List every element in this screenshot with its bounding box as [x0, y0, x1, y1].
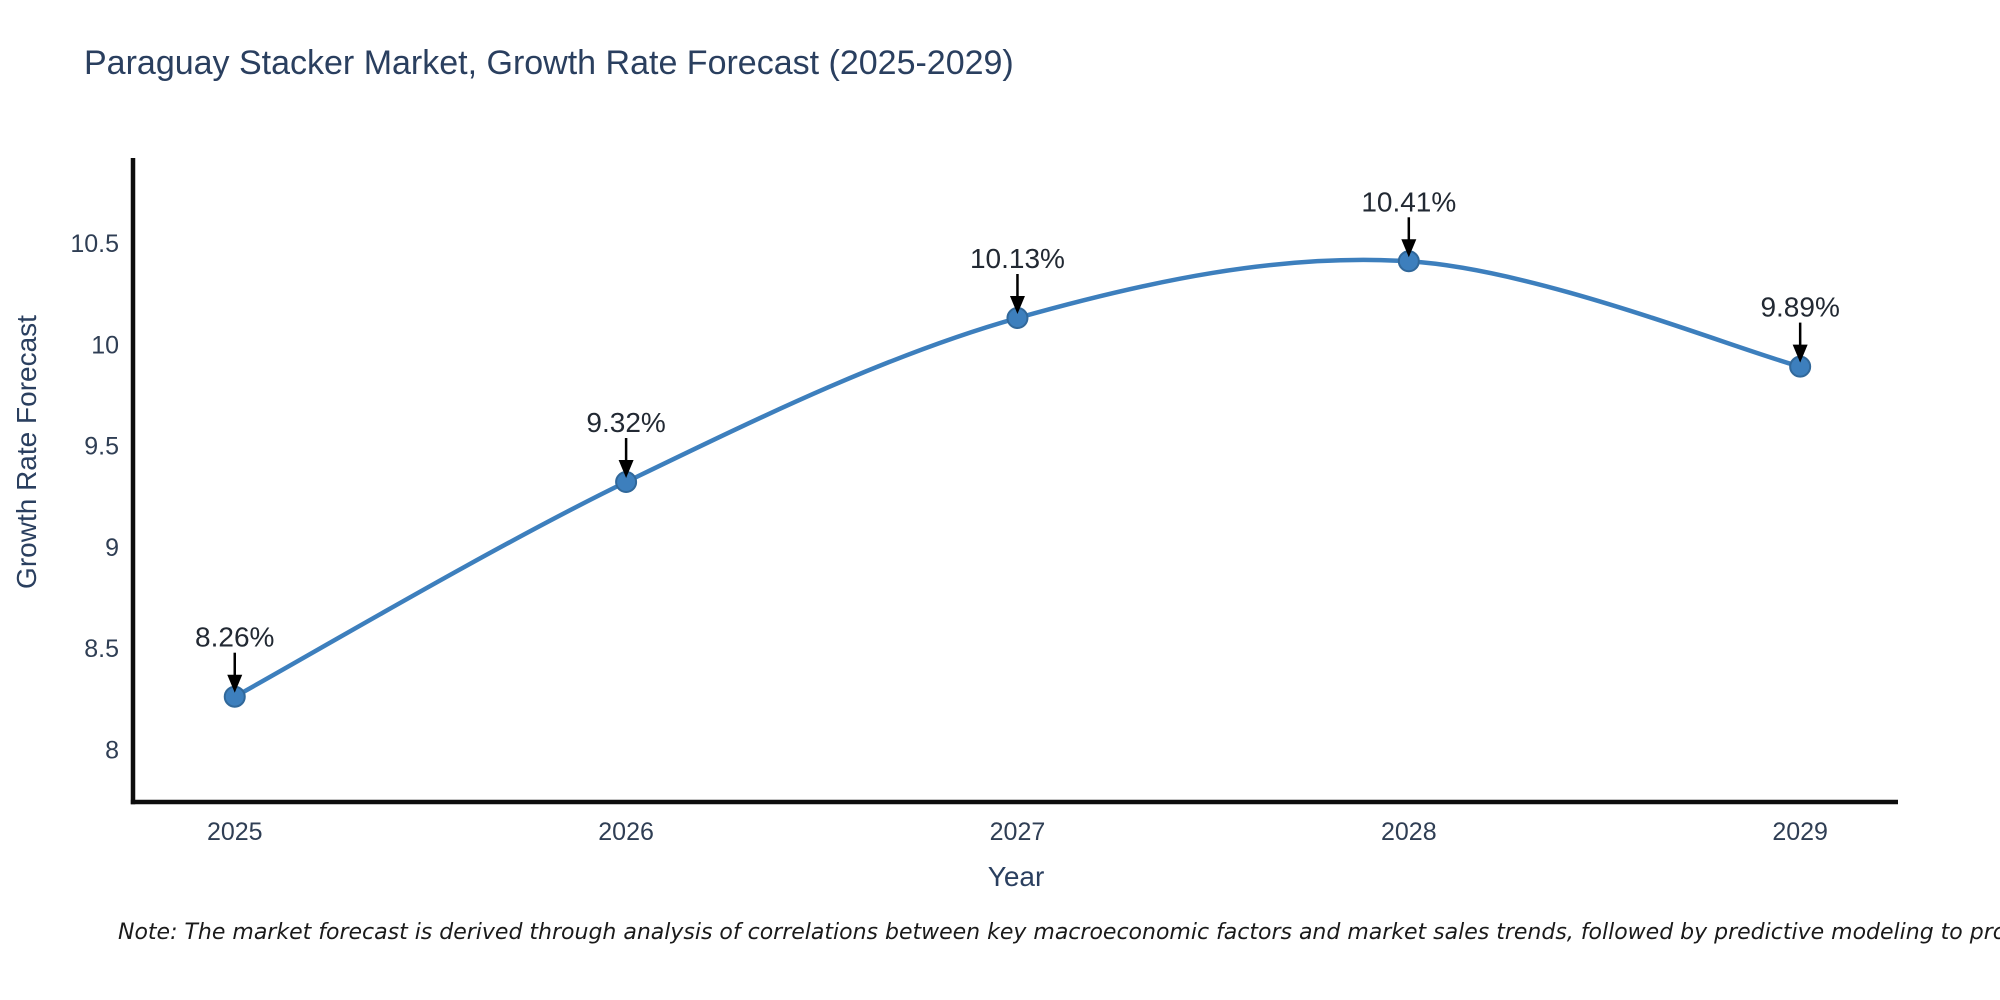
data-point-label: 10.13% [970, 243, 1065, 274]
x-tick-label: 2027 [990, 818, 1046, 846]
data-point-arrow-head [1792, 344, 1808, 363]
chart-title: Paraguay Stacker Market, Growth Rate For… [84, 44, 1014, 82]
data-point-label: 10.41% [1361, 186, 1456, 217]
x-axis-title: Year [987, 861, 1045, 892]
data-point-label: 8.26% [195, 622, 274, 653]
data-point-arrow-head [227, 674, 243, 693]
y-tick-label: 8.5 [84, 635, 119, 663]
data-point-arrow-head [1009, 295, 1025, 314]
footnote: Note: The market forecast is derived thr… [118, 920, 2000, 945]
data-point-label: 9.89% [1760, 292, 1839, 323]
x-tick-label: 2025 [207, 818, 263, 846]
y-tick-label: 9 [105, 534, 119, 562]
y-tick-label: 8 [105, 736, 119, 764]
y-axis-title: Growth Rate Forecast [11, 315, 42, 589]
x-tick-label: 2028 [1381, 818, 1437, 846]
y-tick-label: 10 [91, 331, 119, 359]
y-tick-label: 10.5 [70, 230, 119, 258]
data-point-arrow-head [1401, 239, 1417, 258]
y-tick-label: 9.5 [84, 433, 119, 461]
data-point-arrow-head [618, 460, 634, 479]
x-tick-label: 2026 [598, 818, 654, 846]
x-tick-label: 2029 [1772, 818, 1828, 846]
data-point-label: 9.32% [586, 407, 665, 438]
